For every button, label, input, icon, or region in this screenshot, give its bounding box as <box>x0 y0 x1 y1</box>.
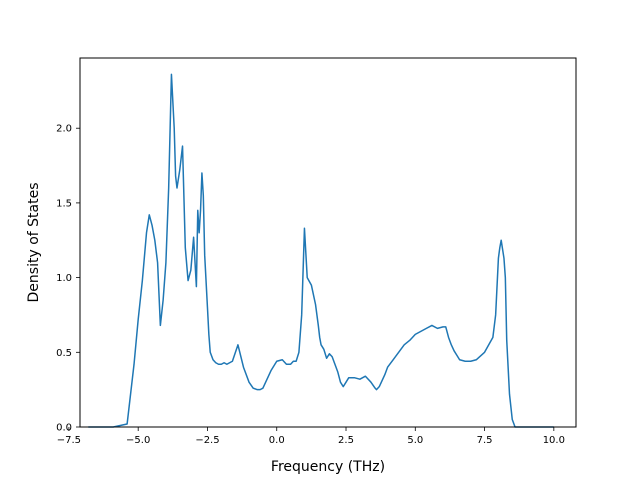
y-tick-label: 2.0 <box>56 124 72 135</box>
x-tick-label: −2.5 <box>195 435 219 446</box>
plot-area <box>88 73 554 428</box>
y-tick-label: 0.0 <box>56 423 72 434</box>
axes-frame <box>79 57 577 428</box>
dos-series-line <box>88 73 554 428</box>
y-tick-label: 0.5 <box>56 348 72 359</box>
x-tick-label: 10.0 <box>543 435 565 446</box>
y-tick-label: 1.5 <box>56 198 72 209</box>
y-tick-label: 1.0 <box>56 273 72 284</box>
y-axis-label: Density of States <box>26 183 42 303</box>
x-tick-label: 7.5 <box>477 435 493 446</box>
x-axis-label: Frequency (THz) <box>271 459 385 475</box>
axis-ticks: −7.5 −5.0 −2.5 0.0 2.5 5.0 7.5 10.0 0.0 0.5 1.0 1.5… <box>56 124 565 446</box>
x-tick-label: 0.0 <box>269 435 285 446</box>
x-tick-label: 2.5 <box>338 435 354 446</box>
x-tick-label: −7.5 <box>57 435 81 446</box>
x-tick-label: −5.0 <box>126 435 150 446</box>
x-tick-label: 5.0 <box>407 435 423 446</box>
